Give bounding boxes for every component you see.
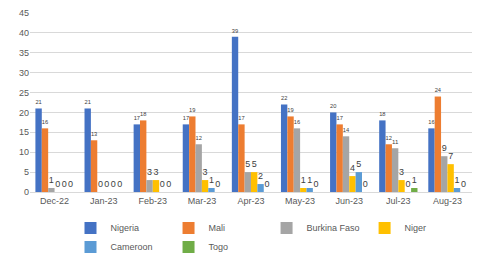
svg-text:1: 1 [412, 175, 417, 185]
svg-text:17: 17 [336, 115, 342, 121]
svg-text:0: 0 [314, 179, 319, 189]
svg-text:11: 11 [392, 138, 399, 145]
svg-text:0: 0 [98, 179, 103, 189]
svg-text:45: 45 [19, 8, 29, 18]
svg-text:1: 1 [49, 175, 54, 185]
svg-text:12: 12 [386, 135, 392, 141]
svg-text:18: 18 [379, 111, 385, 117]
svg-text:21: 21 [35, 99, 41, 105]
svg-text:1: 1 [307, 175, 312, 185]
svg-text:Jan-23: Jan-23 [90, 196, 118, 206]
svg-text:0: 0 [68, 179, 73, 189]
svg-text:19: 19 [189, 107, 195, 113]
svg-text:0: 0 [24, 187, 29, 197]
svg-text:Niger: Niger [405, 223, 427, 233]
svg-text:Mali: Mali [209, 223, 226, 233]
svg-text:22: 22 [281, 95, 287, 101]
svg-text:3: 3 [203, 167, 208, 177]
svg-text:Jun-23: Jun-23 [335, 196, 363, 206]
svg-text:4: 4 [350, 163, 355, 173]
svg-text:17: 17 [238, 115, 244, 121]
svg-text:Togo: Togo [209, 242, 229, 252]
svg-text:0: 0 [264, 179, 269, 189]
svg-text:21: 21 [85, 99, 91, 105]
svg-text:0: 0 [117, 179, 122, 189]
svg-text:Mar-23: Mar-23 [188, 196, 217, 206]
svg-text:25: 25 [19, 88, 29, 98]
svg-text:Aug-23: Aug-23 [433, 196, 462, 206]
svg-text:Dec-22: Dec-22 [40, 196, 69, 206]
svg-text:Jul-23: Jul-23 [386, 196, 411, 206]
svg-text:Burkina Faso: Burkina Faso [307, 223, 360, 233]
svg-text:1: 1 [455, 175, 460, 185]
svg-text:5: 5 [356, 159, 361, 169]
svg-text:20: 20 [19, 108, 29, 118]
svg-text:Apr-23: Apr-23 [237, 196, 264, 206]
svg-text:16: 16 [42, 119, 48, 125]
svg-text:1: 1 [209, 175, 214, 185]
svg-text:35: 35 [19, 48, 29, 58]
svg-text:13: 13 [91, 131, 97, 137]
svg-text:17: 17 [183, 115, 189, 121]
svg-text:May-23: May-23 [285, 196, 315, 206]
svg-text:16: 16 [428, 119, 434, 125]
svg-text:0: 0 [104, 179, 109, 189]
svg-text:Cameroon: Cameroon [111, 242, 153, 252]
svg-text:7: 7 [448, 151, 453, 161]
svg-text:5: 5 [252, 159, 257, 169]
svg-text:12: 12 [195, 135, 201, 141]
svg-text:2: 2 [258, 171, 263, 181]
svg-text:3: 3 [153, 167, 158, 177]
svg-text:Feb-23: Feb-23 [139, 196, 168, 206]
svg-text:0: 0 [461, 179, 466, 189]
svg-text:39: 39 [232, 28, 238, 34]
svg-text:0: 0 [160, 179, 165, 189]
svg-text:30: 30 [19, 68, 29, 78]
svg-text:0: 0 [215, 179, 220, 189]
svg-text:0: 0 [405, 179, 410, 189]
svg-text:19: 19 [287, 107, 293, 113]
svg-text:18: 18 [140, 111, 146, 117]
svg-text:1: 1 [301, 175, 306, 185]
svg-text:20: 20 [330, 103, 336, 109]
svg-text:24: 24 [435, 87, 442, 93]
svg-text:3: 3 [399, 167, 404, 177]
svg-text:14: 14 [343, 127, 350, 133]
svg-text:9: 9 [442, 143, 447, 153]
svg-text:5: 5 [24, 167, 29, 177]
svg-text:17: 17 [134, 115, 140, 121]
svg-text:10: 10 [19, 147, 29, 157]
svg-text:0: 0 [55, 179, 60, 189]
svg-text:0: 0 [62, 179, 67, 189]
svg-text:15: 15 [19, 127, 29, 137]
svg-text:0: 0 [363, 179, 368, 189]
svg-text:16: 16 [294, 119, 300, 125]
svg-text:5: 5 [245, 159, 250, 169]
svg-text:0: 0 [166, 179, 171, 189]
svg-text:3: 3 [147, 167, 152, 177]
svg-text:40: 40 [19, 28, 29, 38]
svg-text:Nigeria: Nigeria [111, 223, 140, 233]
svg-text:0: 0 [111, 179, 116, 189]
